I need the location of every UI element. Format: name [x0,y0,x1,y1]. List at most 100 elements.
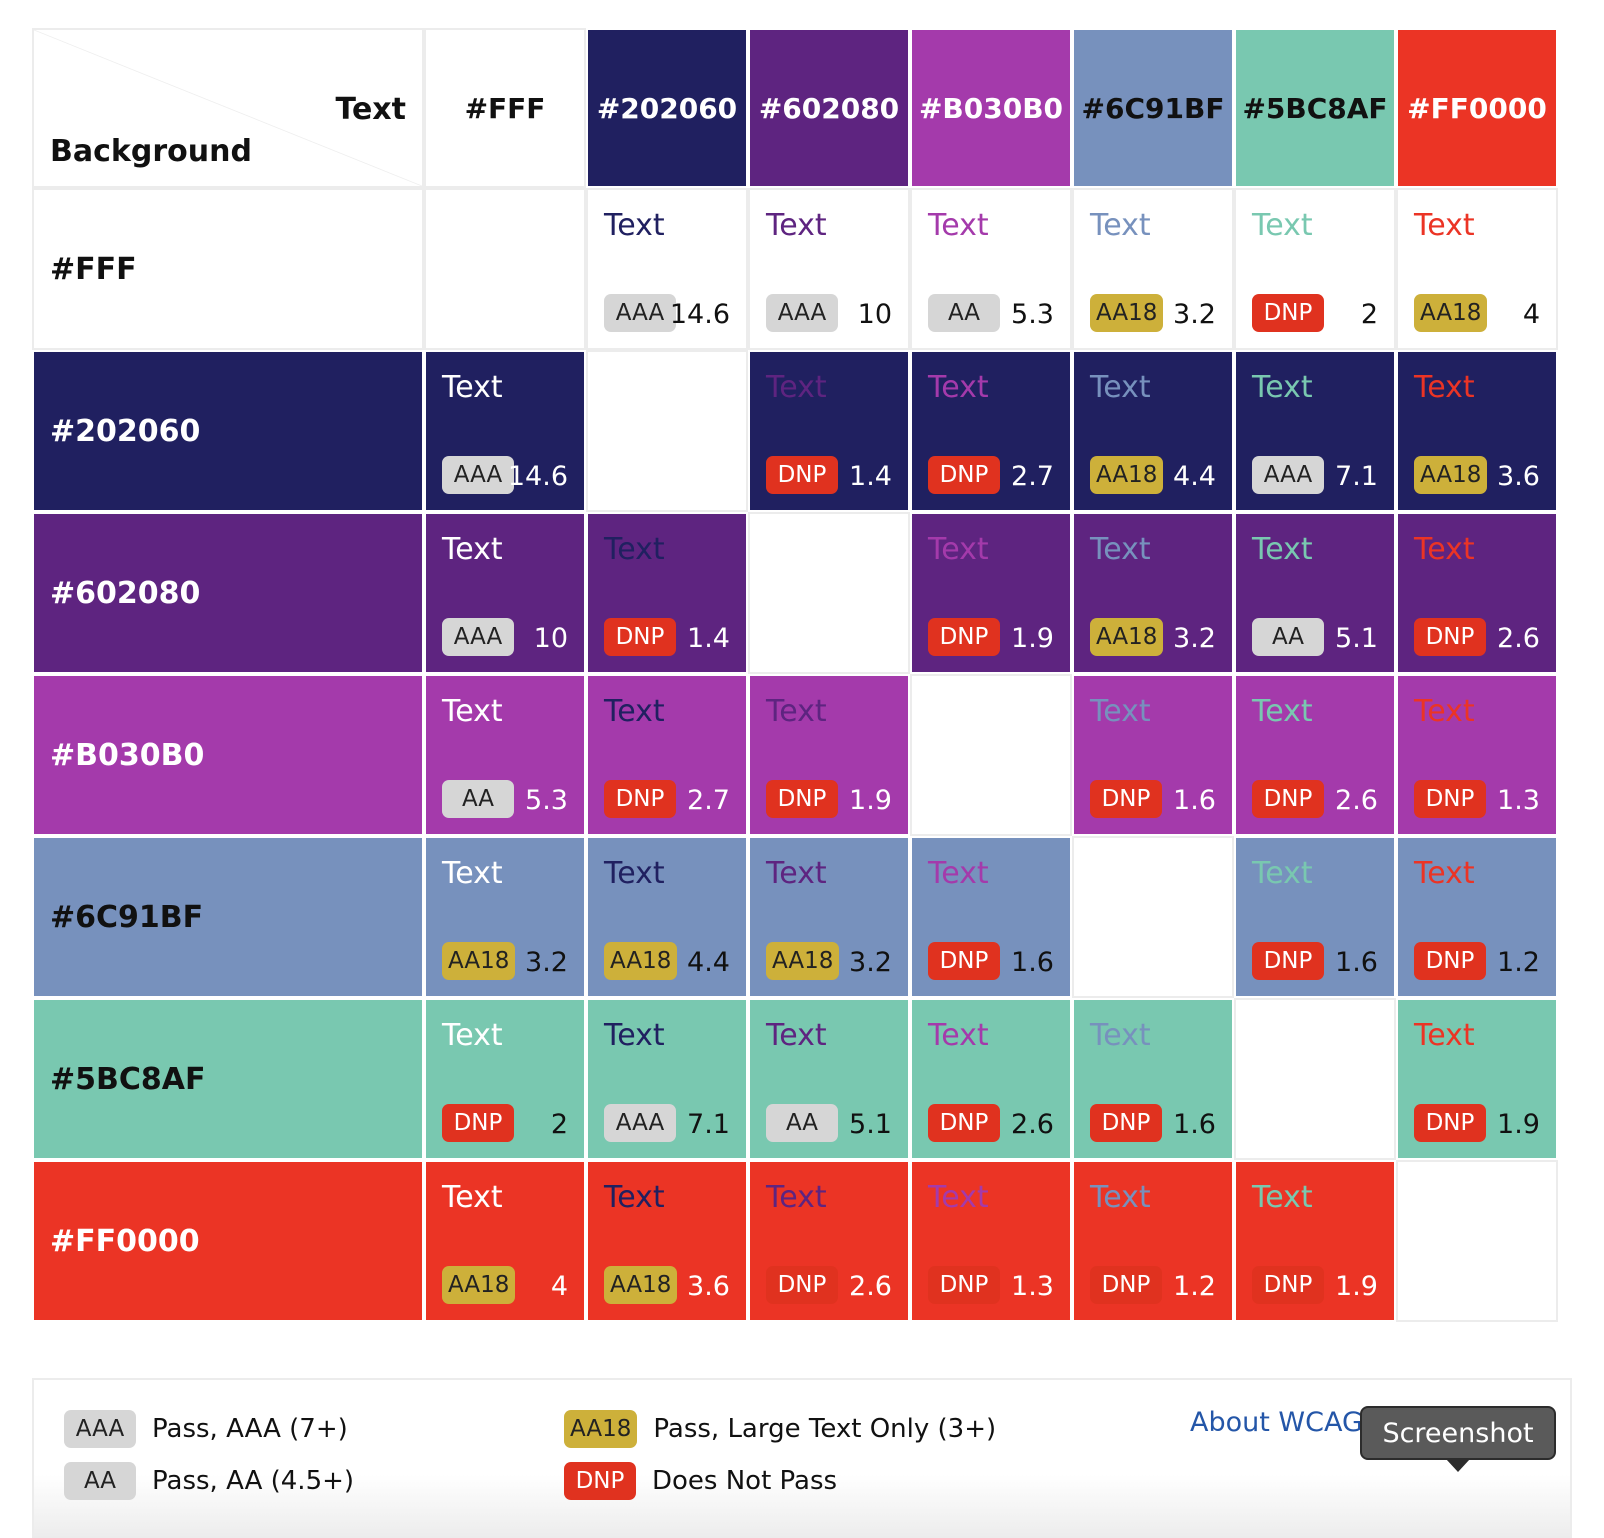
contrast-cell: Text DNP 1.9 [1396,998,1558,1160]
rating-badge: AA18 [1414,456,1488,494]
column-header-ff0000: #FF0000 [1396,28,1558,188]
rating-badge: DNP [1090,1266,1162,1304]
contrast-ratio: 1.3 [1497,785,1540,816]
contrast-cell: Text AA18 4 [1396,188,1558,350]
sample-text: Text [604,208,665,243]
sample-text: Text [1252,208,1313,243]
about-wcag-link[interactable]: About WCAG [1190,1407,1363,1438]
rating-badge: AAA [442,618,514,656]
contrast-cell: Text DNP 1.9 [910,512,1072,674]
contrast-cell: Text DNP 1.2 [1072,1160,1234,1322]
rating-badge: AAA [442,456,514,494]
contrast-cell: Text AA 5.1 [748,998,910,1160]
rating-badge: DNP [1414,1104,1486,1142]
corner-header: Text Background [32,28,424,188]
sample-text: Text [604,1180,665,1215]
sample-text: Text [766,1018,827,1053]
column-header-b030b0: #B030B0 [910,28,1072,188]
contrast-cell: Text DNP 1.3 [910,1160,1072,1322]
rating-badge: DNP [1252,942,1324,980]
sample-text: Text [1414,694,1475,729]
sample-text: Text [928,856,989,891]
sample-text: Text [928,532,989,567]
rating-badge: AAA [604,1104,676,1142]
contrast-cell: Text AA18 4 [424,1160,586,1322]
contrast-ratio: 2.7 [687,785,730,816]
legend-item-dnp: DNP Does Not Pass [564,1462,837,1500]
contrast-ratio: 1.2 [1173,1271,1216,1302]
row-header-202060: #202060 [32,350,424,512]
sample-text: Text [1414,208,1475,243]
screenshot-button[interactable]: Screenshot [1360,1406,1556,1472]
contrast-ratio: 5.3 [525,785,568,816]
sample-text: Text [1090,370,1151,405]
contrast-cell: Text DNP 1.6 [1234,836,1396,998]
sample-text: Text [1090,532,1151,567]
contrast-ratio: 14.6 [669,299,730,330]
row-header-6c91bf: #6C91BF [32,836,424,998]
empty-cell [910,674,1072,836]
contrast-ratio: 5.3 [1011,299,1054,330]
rating-badge: AAA [604,294,676,332]
contrast-ratio: 5.1 [1335,623,1378,654]
legend-desc-dnp: Does Not Pass [652,1466,838,1496]
tooltip-tail [1446,1459,1470,1472]
sample-text: Text [928,370,989,405]
contrast-ratio: 2.6 [1011,1109,1054,1140]
contrast-cell: Text AAA 14.6 [586,188,748,350]
rating-badge: AA18 [604,942,678,980]
contrast-cell: Text DNP 1.6 [910,836,1072,998]
contrast-cell: Text AA 5.1 [1234,512,1396,674]
column-header-fff: #FFF [424,28,586,188]
contrast-cell: Text DNP 2.6 [748,1160,910,1322]
sample-text: Text [442,1018,503,1053]
sample-text: Text [604,694,665,729]
contrast-cell: Text DNP 1.6 [1072,674,1234,836]
contrast-ratio: 4 [1522,299,1540,330]
empty-cell [1396,1160,1558,1322]
sample-text: Text [1090,208,1151,243]
contrast-cell: Text DNP 2.7 [910,350,1072,512]
legend-badge-aa18: AA18 [564,1410,638,1448]
diagonal-divider [34,30,422,186]
rating-badge: DNP [928,1266,1000,1304]
contrast-cell: Text DNP 2.6 [1234,674,1396,836]
contrast-ratio: 1.9 [1497,1109,1540,1140]
rating-badge: DNP [1414,942,1486,980]
sample-text: Text [1252,856,1313,891]
legend-badge-aaa: AAA [64,1410,136,1448]
legend: AAA Pass, AAA (7+) AA Pass, AA (4.5+) AA… [32,1378,1572,1538]
row-header-b030b0: #B030B0 [32,674,424,836]
legend-item-aa18: AA18 Pass, Large Text Only (3+) [564,1410,996,1448]
contrast-ratio: 2 [550,1109,568,1140]
rating-badge: DNP [1090,1104,1162,1142]
rating-badge: DNP [928,618,1000,656]
sample-text: Text [1414,370,1475,405]
contrast-cell: Text AA18 4.4 [1072,350,1234,512]
contrast-ratio: 4.4 [1173,461,1216,492]
contrast-ratio: 2.6 [1335,785,1378,816]
contrast-ratio: 2.6 [1497,623,1540,654]
legend-desc-aa: Pass, AA (4.5+) [152,1466,355,1496]
contrast-ratio: 1.9 [1011,623,1054,654]
rating-badge: DNP [766,1266,838,1304]
sample-text: Text [1252,370,1313,405]
contrast-ratio: 1.9 [849,785,892,816]
legend-desc-aaa: Pass, AAA (7+) [152,1414,348,1444]
contrast-cell: Text AAA 7.1 [586,998,748,1160]
contrast-ratio: 1.6 [1173,785,1216,816]
contrast-ratio: 1.6 [1011,947,1054,978]
contrast-ratio: 3.2 [525,947,568,978]
sample-text: Text [442,1180,503,1215]
sample-text: Text [1090,1018,1151,1053]
sample-text: Text [766,1180,827,1215]
contrast-grid: Text Background #FFF #202060 #602080 #B030B… [32,28,1558,1322]
sample-text: Text [1090,1180,1151,1215]
sample-text: Text [442,370,503,405]
rating-badge: DNP [928,1104,1000,1142]
contrast-cell: Text DNP 1.9 [748,674,910,836]
contrast-cell: Text AAA 7.1 [1234,350,1396,512]
contrast-ratio: 3.2 [849,947,892,978]
contrast-cell: Text DNP 2.6 [1396,512,1558,674]
rating-badge: DNP [1090,780,1162,818]
